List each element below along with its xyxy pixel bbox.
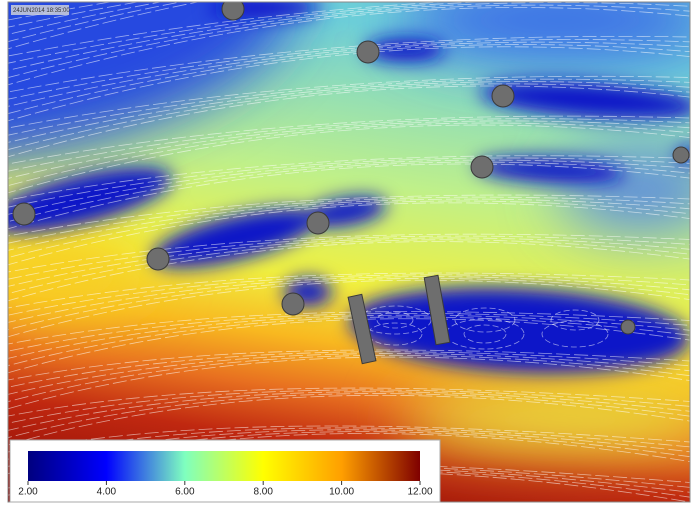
colorbar	[28, 451, 420, 481]
colorbar-tick-label: 4.00	[97, 487, 117, 498]
page: 24JUN2014 18:35:00 2.00 4.00 6.00 8.00 10.00…	[0, 0, 692, 506]
colorbar-tick-label: 2.00	[18, 487, 38, 498]
flow-view: 24JUN2014 18:35:00 2.00 4.00 6.00 8.00 10.00…	[0, 0, 692, 506]
timestamp: 24JUN2014 18:35:00	[13, 8, 70, 14]
colorbar-tick-label: 10.00	[329, 487, 354, 498]
colorbar-tick-label: 6.00	[175, 487, 195, 498]
field	[0, 0, 692, 506]
colorbar-tick-label: 8.00	[253, 487, 273, 498]
colorbar-tick-label: 12.00	[407, 487, 432, 498]
